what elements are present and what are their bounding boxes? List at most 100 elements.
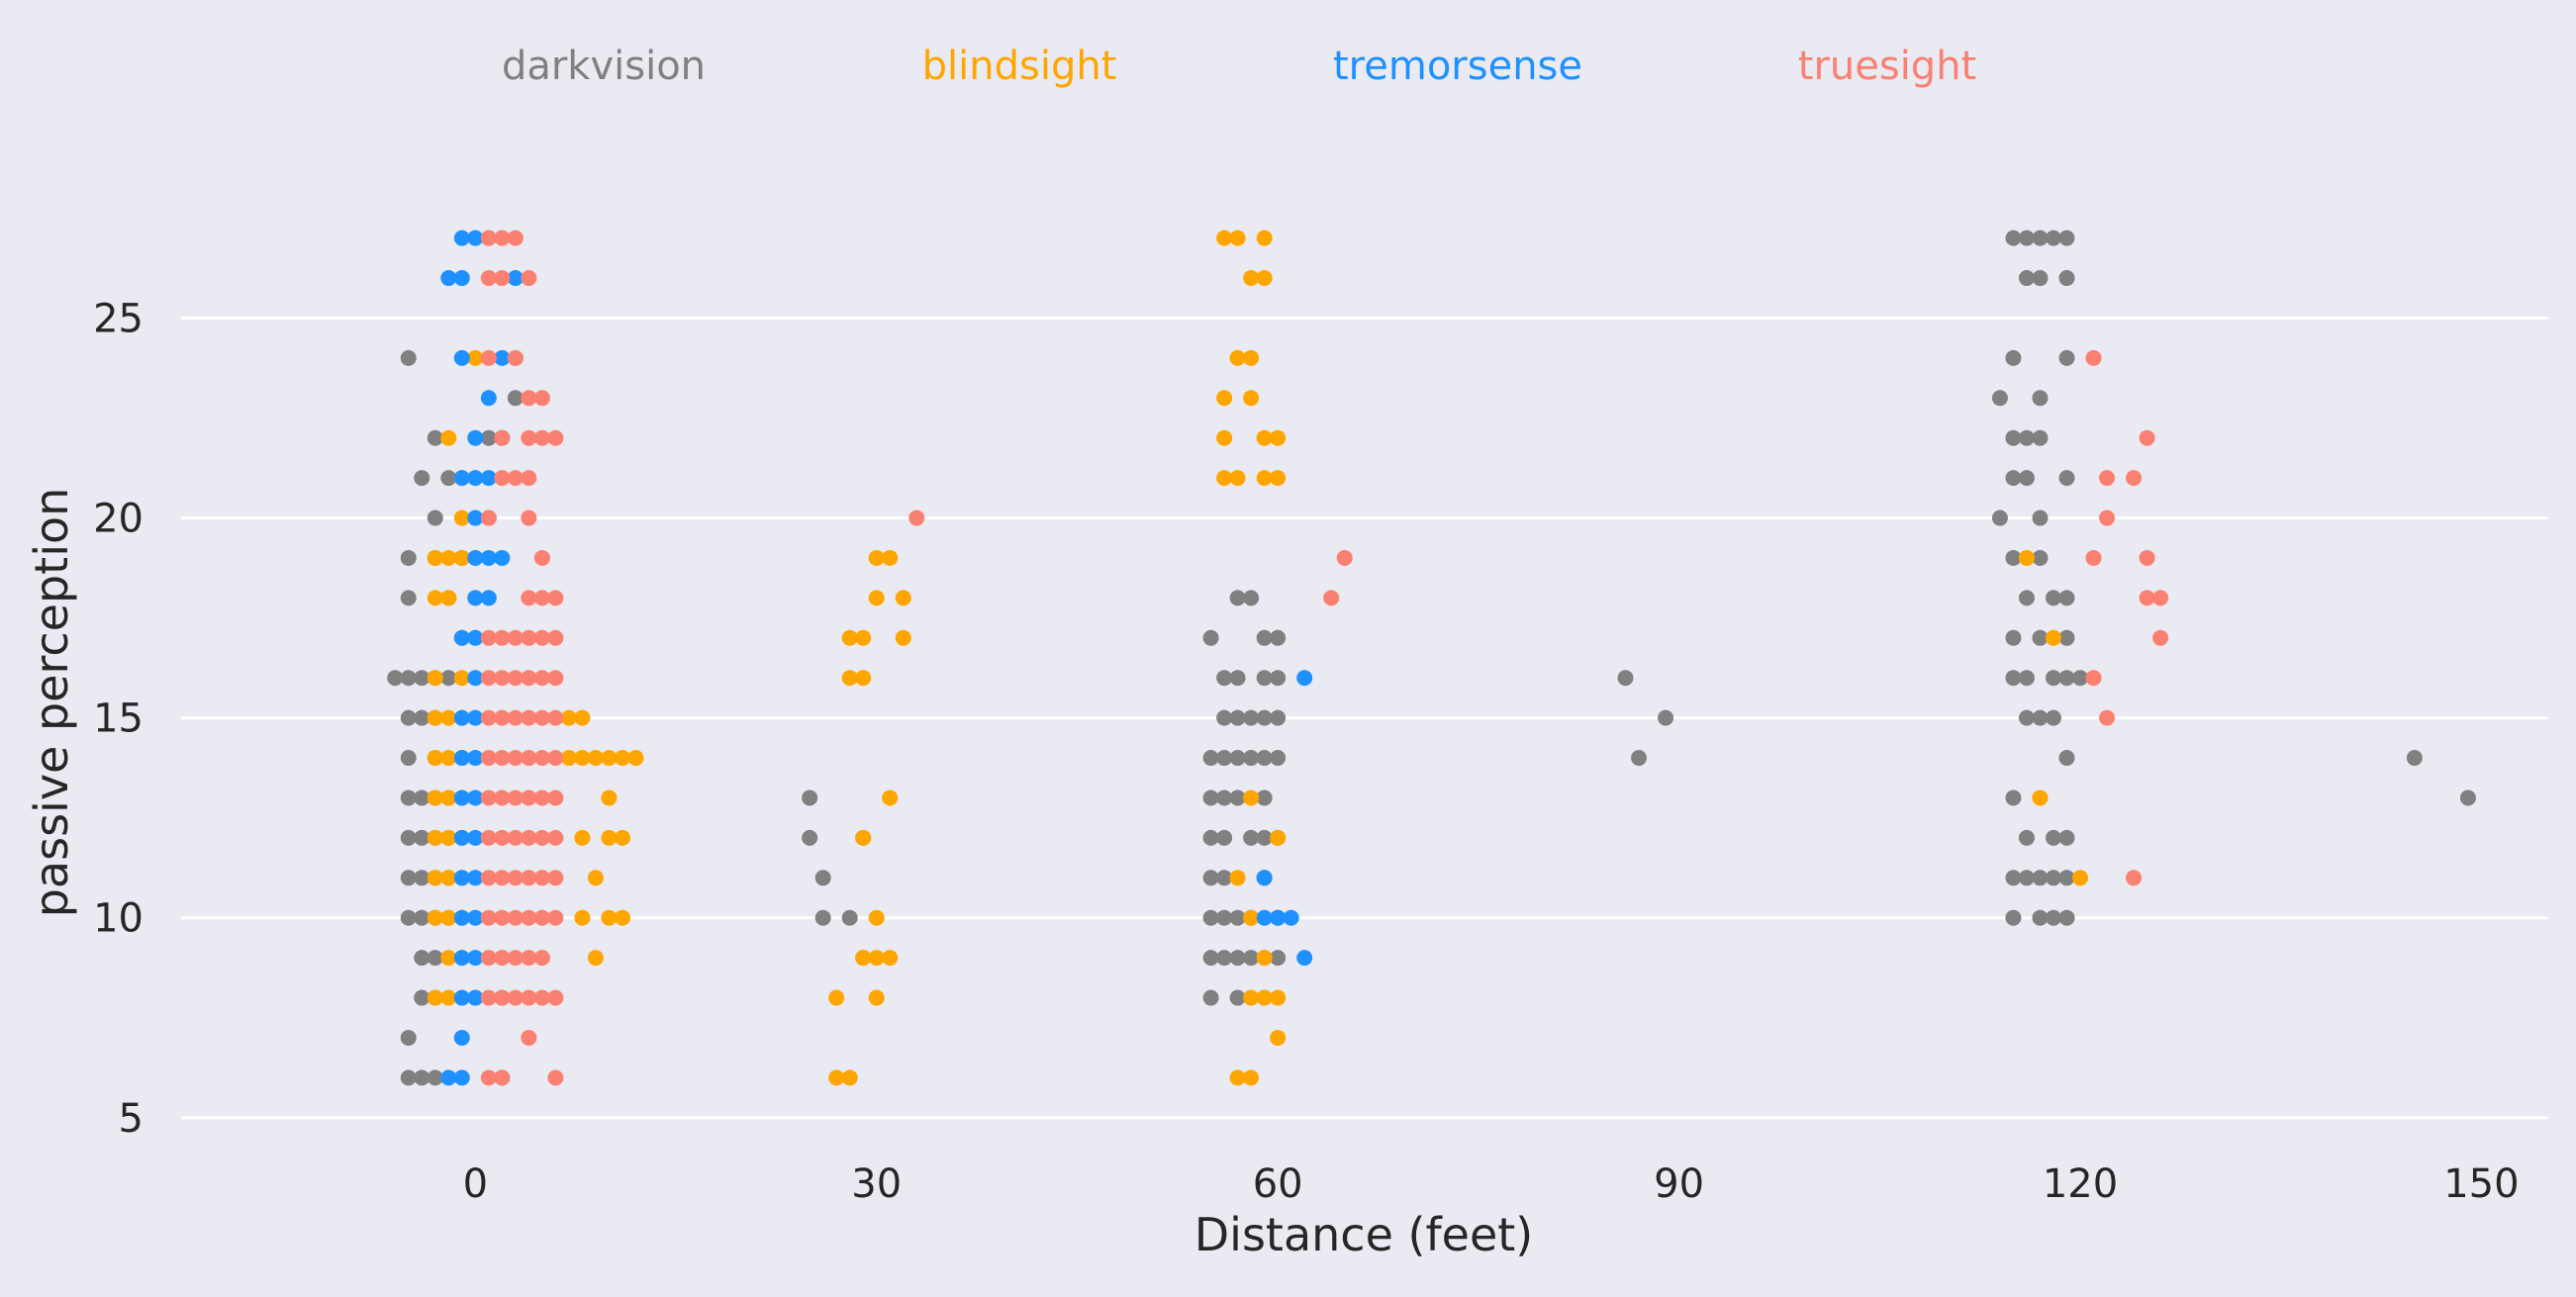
data-point xyxy=(494,230,511,246)
data-point xyxy=(494,670,511,687)
data-point xyxy=(480,789,497,806)
data-point xyxy=(814,909,831,926)
data-point xyxy=(467,470,484,487)
data-point xyxy=(507,909,524,926)
data-point xyxy=(480,629,497,646)
data-point xyxy=(1216,750,1233,767)
data-point xyxy=(414,789,430,806)
data-point xyxy=(453,750,470,767)
x-tick-label: 120 xyxy=(2043,1161,2118,1207)
data-point xyxy=(2139,590,2155,606)
data-point xyxy=(453,549,470,566)
data-point xyxy=(467,629,484,646)
data-point xyxy=(855,670,872,687)
data-point xyxy=(533,829,550,846)
tick-labels: 5 10 15 20 25 0 30 60 90 120 150 xyxy=(93,296,2520,1207)
data-point xyxy=(1202,950,1219,967)
data-point xyxy=(507,870,524,886)
data-point xyxy=(574,709,591,726)
data-point xyxy=(494,989,511,1006)
data-point xyxy=(533,709,550,726)
data-point xyxy=(521,909,537,926)
data-point xyxy=(533,750,550,767)
data-point xyxy=(427,989,443,1006)
data-point xyxy=(480,829,497,846)
data-point xyxy=(2126,870,2143,886)
data-point xyxy=(521,470,537,487)
data-point xyxy=(1631,750,1648,767)
data-point xyxy=(507,789,524,806)
data-point xyxy=(2018,670,2035,687)
data-point xyxy=(1229,789,1246,806)
data-point xyxy=(1323,590,1340,606)
data-point xyxy=(587,750,604,767)
data-point xyxy=(480,909,497,926)
data-point xyxy=(1991,510,2008,526)
data-point xyxy=(828,989,845,1006)
data-point xyxy=(2005,470,2022,487)
data-point xyxy=(802,829,818,846)
data-point xyxy=(547,429,564,446)
data-point xyxy=(1658,709,1674,726)
data-point xyxy=(467,429,484,446)
data-point xyxy=(467,909,484,926)
data-point xyxy=(2058,870,2075,886)
data-point xyxy=(480,429,497,446)
data-point xyxy=(507,829,524,846)
data-point xyxy=(507,230,524,246)
data-point xyxy=(440,789,457,806)
data-point xyxy=(2459,789,2476,806)
data-point xyxy=(855,829,872,846)
data-point xyxy=(2045,870,2061,886)
data-point xyxy=(1202,829,1219,846)
data-point xyxy=(440,670,457,687)
data-point xyxy=(440,270,457,287)
data-point xyxy=(467,950,484,967)
data-point xyxy=(507,270,524,287)
data-point xyxy=(1216,230,1233,246)
data-point xyxy=(574,909,591,926)
data-point xyxy=(2139,549,2155,566)
data-point xyxy=(400,870,417,886)
data-point xyxy=(2018,470,2035,487)
data-point xyxy=(507,950,524,967)
data-point xyxy=(841,909,858,926)
data-point xyxy=(1243,909,1260,926)
data-point xyxy=(427,670,443,687)
data-point xyxy=(1270,950,1287,967)
data-point xyxy=(1270,989,1287,1006)
data-point xyxy=(1229,870,1246,886)
data-point xyxy=(1216,829,1233,846)
data-point xyxy=(440,590,457,606)
data-point xyxy=(1256,829,1273,846)
data-point xyxy=(533,429,550,446)
data-point xyxy=(494,629,511,646)
data-point xyxy=(467,230,484,246)
data-point xyxy=(1243,270,1260,287)
data-point xyxy=(2018,230,2035,246)
data-point xyxy=(2032,870,2049,886)
data-point xyxy=(521,709,537,726)
data-point xyxy=(1202,629,1219,646)
data-point xyxy=(480,470,497,487)
data-point xyxy=(1270,670,1287,687)
data-point xyxy=(453,1069,470,1086)
data-point xyxy=(453,629,470,646)
data-point xyxy=(453,909,470,926)
data-point xyxy=(1270,750,1287,767)
data-point xyxy=(400,590,417,606)
data-point xyxy=(2005,429,2022,446)
data-point xyxy=(2032,510,2049,526)
data-point xyxy=(1229,670,1246,687)
data-point xyxy=(400,709,417,726)
data-point xyxy=(480,590,497,606)
data-point xyxy=(467,870,484,886)
data-point xyxy=(2085,349,2102,366)
data-point xyxy=(2099,510,2116,526)
data-point xyxy=(1243,709,1260,726)
data-point xyxy=(533,989,550,1006)
data-point xyxy=(494,870,511,886)
data-point xyxy=(1270,470,1287,487)
data-point xyxy=(2005,349,2022,366)
data-point xyxy=(507,670,524,687)
